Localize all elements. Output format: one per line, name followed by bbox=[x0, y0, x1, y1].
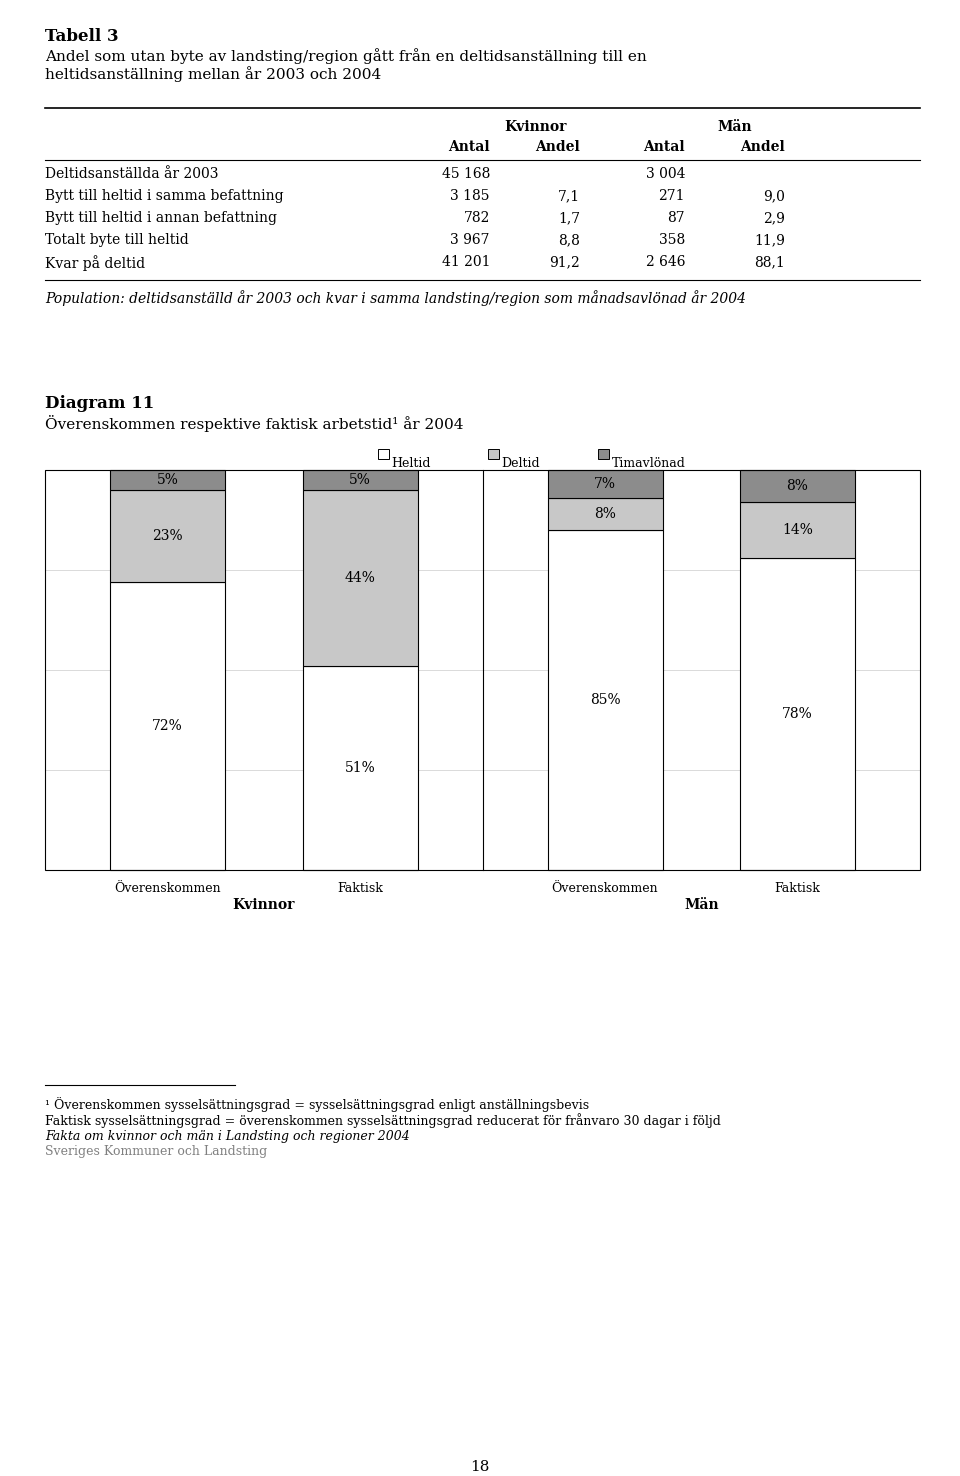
Text: Överenskommen: Överenskommen bbox=[552, 883, 659, 894]
Text: 271: 271 bbox=[659, 189, 685, 204]
Text: 1,7: 1,7 bbox=[558, 211, 580, 224]
Text: Andel: Andel bbox=[536, 140, 580, 154]
Text: 8,8: 8,8 bbox=[558, 233, 580, 246]
Bar bbox=[110, 490, 225, 582]
Text: 2 646: 2 646 bbox=[645, 255, 685, 269]
Bar bbox=[110, 469, 225, 490]
Text: 41 201: 41 201 bbox=[442, 255, 490, 269]
Text: 7%: 7% bbox=[594, 477, 616, 492]
Text: 72%: 72% bbox=[152, 719, 182, 734]
Text: 5%: 5% bbox=[156, 472, 179, 487]
Text: Antal: Antal bbox=[448, 140, 490, 154]
Text: Faktisk: Faktisk bbox=[337, 883, 383, 894]
Text: Tabell 3: Tabell 3 bbox=[45, 28, 119, 44]
Text: Totalt byte till heltid: Totalt byte till heltid bbox=[45, 233, 189, 246]
Text: 14%: 14% bbox=[782, 523, 813, 537]
Text: Antal: Antal bbox=[643, 140, 685, 154]
Text: Kvinnor: Kvinnor bbox=[232, 897, 295, 912]
Text: 3 004: 3 004 bbox=[645, 167, 685, 182]
Text: 23%: 23% bbox=[153, 528, 182, 543]
Text: Andel: Andel bbox=[740, 140, 785, 154]
Text: 5%: 5% bbox=[349, 472, 371, 487]
Bar bbox=[547, 530, 662, 869]
Text: 51%: 51% bbox=[345, 762, 375, 775]
Text: 91,2: 91,2 bbox=[549, 255, 580, 269]
Text: 85%: 85% bbox=[589, 694, 620, 707]
Text: Bytt till heltid i samma befattning: Bytt till heltid i samma befattning bbox=[45, 189, 283, 204]
Text: Heltid: Heltid bbox=[392, 458, 431, 469]
Text: Deltid: Deltid bbox=[501, 458, 540, 469]
Text: Kvar på deltid: Kvar på deltid bbox=[45, 255, 145, 272]
Text: Män: Män bbox=[718, 120, 753, 134]
Text: 8%: 8% bbox=[786, 480, 808, 493]
Text: Faktisk: Faktisk bbox=[775, 883, 821, 894]
Bar bbox=[597, 449, 609, 459]
Bar bbox=[547, 497, 662, 530]
Text: 11,9: 11,9 bbox=[755, 233, 785, 246]
Text: Timavlönad: Timavlönad bbox=[612, 458, 685, 469]
Text: 8%: 8% bbox=[594, 506, 616, 521]
Text: Överenskommen: Överenskommen bbox=[114, 883, 221, 894]
Text: ¹ Överenskommen sysselsättningsgrad = sysselsättningsgrad enligt anställningsbev: ¹ Överenskommen sysselsättningsgrad = sy… bbox=[45, 1097, 589, 1111]
Bar bbox=[110, 582, 225, 869]
Text: 3 967: 3 967 bbox=[450, 233, 490, 246]
Text: Andel som utan byte av landsting/region gått från en deltidsanställning till en
: Andel som utan byte av landsting/region … bbox=[45, 49, 647, 83]
Text: Bytt till heltid i annan befattning: Bytt till heltid i annan befattning bbox=[45, 211, 277, 224]
Text: 782: 782 bbox=[464, 211, 490, 224]
Text: 7,1: 7,1 bbox=[558, 189, 580, 204]
Text: Sveriges Kommuner och Landsting: Sveriges Kommuner och Landsting bbox=[45, 1145, 267, 1159]
Text: Fakta om kvinnor och män i Landsting och regioner 2004: Fakta om kvinnor och män i Landsting och… bbox=[45, 1131, 410, 1142]
Text: Population: deltidsanställd år 2003 och kvar i samma landsting/region som månads: Population: deltidsanställd år 2003 och … bbox=[45, 289, 746, 306]
Bar bbox=[45, 469, 920, 869]
Bar bbox=[302, 666, 418, 869]
Text: Män: Män bbox=[684, 897, 719, 912]
Bar bbox=[302, 469, 418, 490]
Text: 9,0: 9,0 bbox=[763, 189, 785, 204]
Text: 3 185: 3 185 bbox=[450, 189, 490, 204]
Text: 2,9: 2,9 bbox=[763, 211, 785, 224]
Bar bbox=[377, 449, 389, 459]
Text: 88,1: 88,1 bbox=[755, 255, 785, 269]
Text: 44%: 44% bbox=[345, 571, 375, 584]
Text: Deltidsanställda år 2003: Deltidsanställda år 2003 bbox=[45, 167, 219, 182]
Text: Överenskommen respektive faktisk arbetstid¹ år 2004: Överenskommen respektive faktisk arbetst… bbox=[45, 415, 464, 432]
Text: 78%: 78% bbox=[782, 707, 813, 720]
Text: Kvinnor: Kvinnor bbox=[504, 120, 566, 134]
Text: 87: 87 bbox=[667, 211, 685, 224]
Text: Faktisk sysselsättningsgrad = överenskommen sysselsättningsgrad reducerat för fr: Faktisk sysselsättningsgrad = överenskom… bbox=[45, 1113, 721, 1128]
Bar bbox=[302, 490, 418, 666]
Text: 358: 358 bbox=[659, 233, 685, 246]
Bar bbox=[547, 469, 662, 497]
Bar bbox=[488, 449, 498, 459]
Bar bbox=[740, 502, 855, 558]
Text: 45 168: 45 168 bbox=[442, 167, 490, 182]
Text: 18: 18 bbox=[470, 1460, 490, 1475]
Bar bbox=[740, 469, 855, 502]
Text: Diagram 11: Diagram 11 bbox=[45, 396, 155, 412]
Bar bbox=[740, 558, 855, 869]
